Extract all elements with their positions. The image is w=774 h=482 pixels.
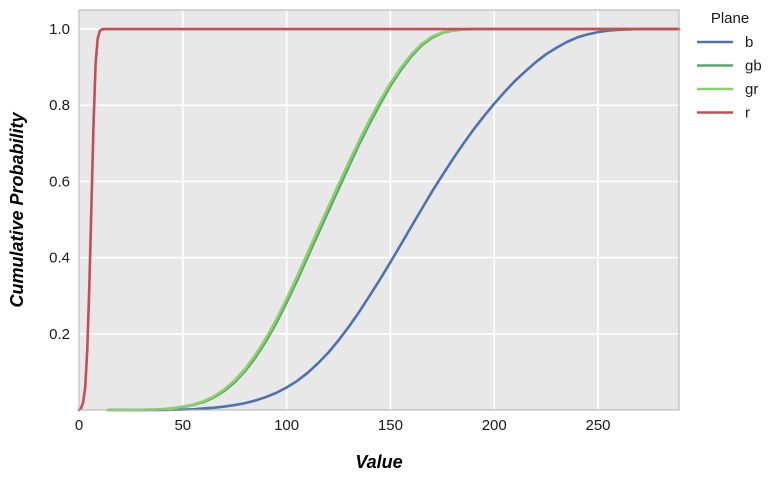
y-tick-label: 0.8 (49, 97, 70, 114)
legend: Plane b gb gr r (697, 10, 762, 122)
series-layer (77, 27, 681, 412)
plot-background (79, 10, 679, 410)
legend-label-gr: gr (745, 81, 758, 98)
x-axis-title: Value (355, 452, 402, 472)
legend-label-r: r (745, 105, 750, 122)
y-tick-label: 0.6 (49, 173, 70, 190)
x-axis-ticks: 0 50 100 150 200 250 (75, 417, 611, 434)
x-tick-label: 150 (378, 417, 403, 434)
y-axis-title: Cumulative Probability (7, 111, 27, 307)
y-tick-label: 1.0 (49, 21, 70, 38)
y-axis-ticks: 0.2 0.4 0.6 0.8 1.0 (49, 21, 70, 343)
x-tick-label: 250 (586, 417, 611, 434)
legend-label-b: b (745, 34, 753, 51)
x-tick-label: 100 (274, 417, 299, 434)
y-tick-label: 0.4 (49, 250, 70, 267)
series-line-r (77, 27, 681, 412)
x-tick-label: 50 (174, 417, 191, 434)
series-line-b (106, 27, 681, 412)
x-tick-label: 200 (482, 417, 507, 434)
legend-label-gb: gb (745, 58, 762, 75)
x-tick-label: 0 (75, 417, 83, 434)
plot-border (78, 9, 680, 411)
y-tick-label: 0.2 (49, 326, 70, 343)
legend-title: Plane (711, 10, 749, 27)
